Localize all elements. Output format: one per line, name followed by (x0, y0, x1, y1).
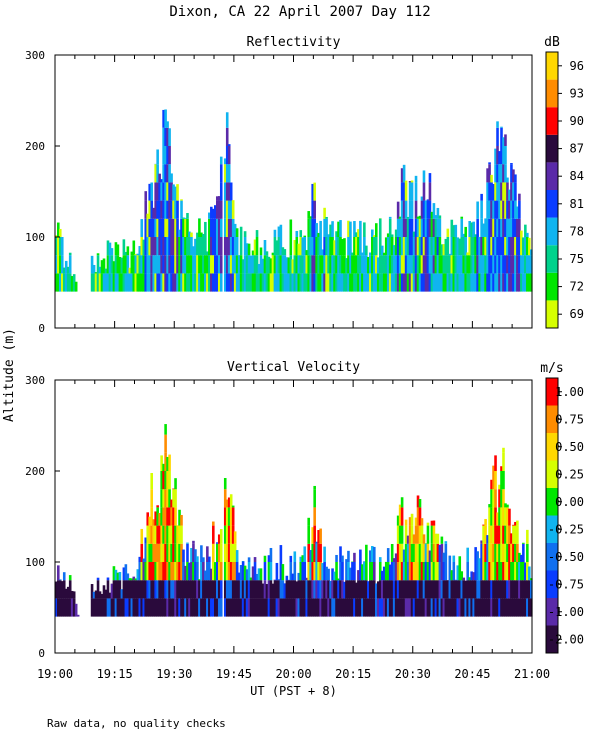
colorbar-segment (546, 515, 558, 543)
colorbar-segment (546, 460, 558, 488)
x-tick-label: 19:30 (156, 667, 192, 681)
colorbar-label: -2.00 (548, 632, 584, 646)
colorbar-label: 69 (570, 307, 584, 321)
colorbar: -2.00 -1.00 -0.75 -0.50 -0.25 0.00 0.25 0.50 0.7… (540, 361, 584, 654)
colorbar-label: -0.50 (548, 550, 584, 564)
colorbar-label: 81 (570, 197, 584, 211)
y-axis-label: Altitude (m) (2, 328, 17, 422)
colorbar-label: 93 (570, 86, 584, 100)
x-tick-label: 20:30 (395, 667, 431, 681)
colorbar-segment (546, 217, 558, 246)
heatmap-field (55, 109, 533, 292)
colorbar-segment (546, 488, 558, 516)
heatmap-field (55, 424, 533, 617)
colorbar-label: 75 (570, 252, 584, 266)
panel-title: Vertical Velocity (227, 360, 360, 375)
panel-vertical-velocity: Vertical Velocity 0 100 200 300 19:00 19:15 19:… (25, 360, 584, 698)
colorbar-label: -1.00 (548, 605, 584, 619)
panel-title: Reflectivity (247, 35, 341, 50)
colorbar-label: 84 (570, 169, 584, 183)
y-tick-label: 100 (25, 556, 45, 569)
colorbar-label: 0.00 (555, 495, 584, 509)
colorbar-label: 87 (570, 142, 584, 156)
colorbar-segment (546, 134, 558, 163)
x-tick-label: 21:00 (514, 667, 550, 681)
colorbar-segment (546, 378, 558, 406)
panel-reflectivity: Reflectivity 0 100 200 300 69 72 75 78 81 84 87 90 93… (25, 35, 584, 335)
y-tick-label: 0 (38, 322, 45, 335)
x-tick-label: 20:00 (275, 667, 311, 681)
colorbar-segment (546, 162, 558, 190)
x-tick-label: 20:15 (335, 667, 371, 681)
colorbar-label: 1.00 (555, 385, 584, 399)
x-tick-label: 19:00 (37, 667, 73, 681)
colorbar-segment (546, 433, 558, 461)
colorbar-segment (546, 79, 558, 108)
colorbar-segment (546, 570, 558, 598)
figure-title: Dixon, CA 22 April 2007 Day 112 (169, 4, 430, 20)
colorbar-label: -0.75 (548, 577, 584, 591)
colorbar-unit: dB (544, 35, 560, 50)
colorbar-segment (546, 190, 558, 218)
colorbar-segment (546, 543, 558, 571)
footnote: Raw data, no quality checks (47, 717, 226, 730)
colorbar-frame (545, 51, 559, 329)
colorbar-frame (545, 377, 559, 654)
colorbar-label: 90 (570, 114, 584, 128)
colorbar-label: 72 (570, 280, 584, 294)
colorbar-segment (546, 625, 558, 653)
colorbar-label: 96 (570, 59, 584, 73)
colorbar-segment (546, 405, 558, 433)
colorbar: 69 72 75 78 81 84 87 90 93 96 dB (544, 35, 584, 329)
x-tick-label: 19:45 (216, 667, 252, 681)
colorbar-segment (546, 107, 558, 135)
colorbar-label: 0.25 (555, 467, 584, 481)
x-axis-label: UT (PST + 8) (250, 684, 337, 698)
y-tick-label: 300 (25, 374, 45, 387)
y-tick-label: 0 (38, 647, 45, 660)
colorbar-unit: m/s (540, 361, 563, 376)
colorbar-segment (546, 300, 558, 328)
y-tick-label: 200 (25, 465, 45, 478)
y-tick-label: 100 (25, 231, 45, 244)
y-tick-label: 300 (25, 49, 45, 62)
colorbar-segment (546, 245, 558, 273)
colorbar-segment (546, 598, 558, 626)
x-tick-label: 20:45 (454, 667, 490, 681)
y-tick-label: 200 (25, 140, 45, 153)
colorbar-label: -0.25 (548, 522, 584, 536)
x-tick-label: 19:15 (97, 667, 133, 681)
colorbar-segment (546, 52, 558, 80)
colorbar-label: 78 (570, 224, 584, 238)
colorbar-label: 0.75 (555, 412, 584, 426)
colorbar-label: 0.50 (555, 440, 584, 454)
colorbar-segment (546, 272, 558, 301)
